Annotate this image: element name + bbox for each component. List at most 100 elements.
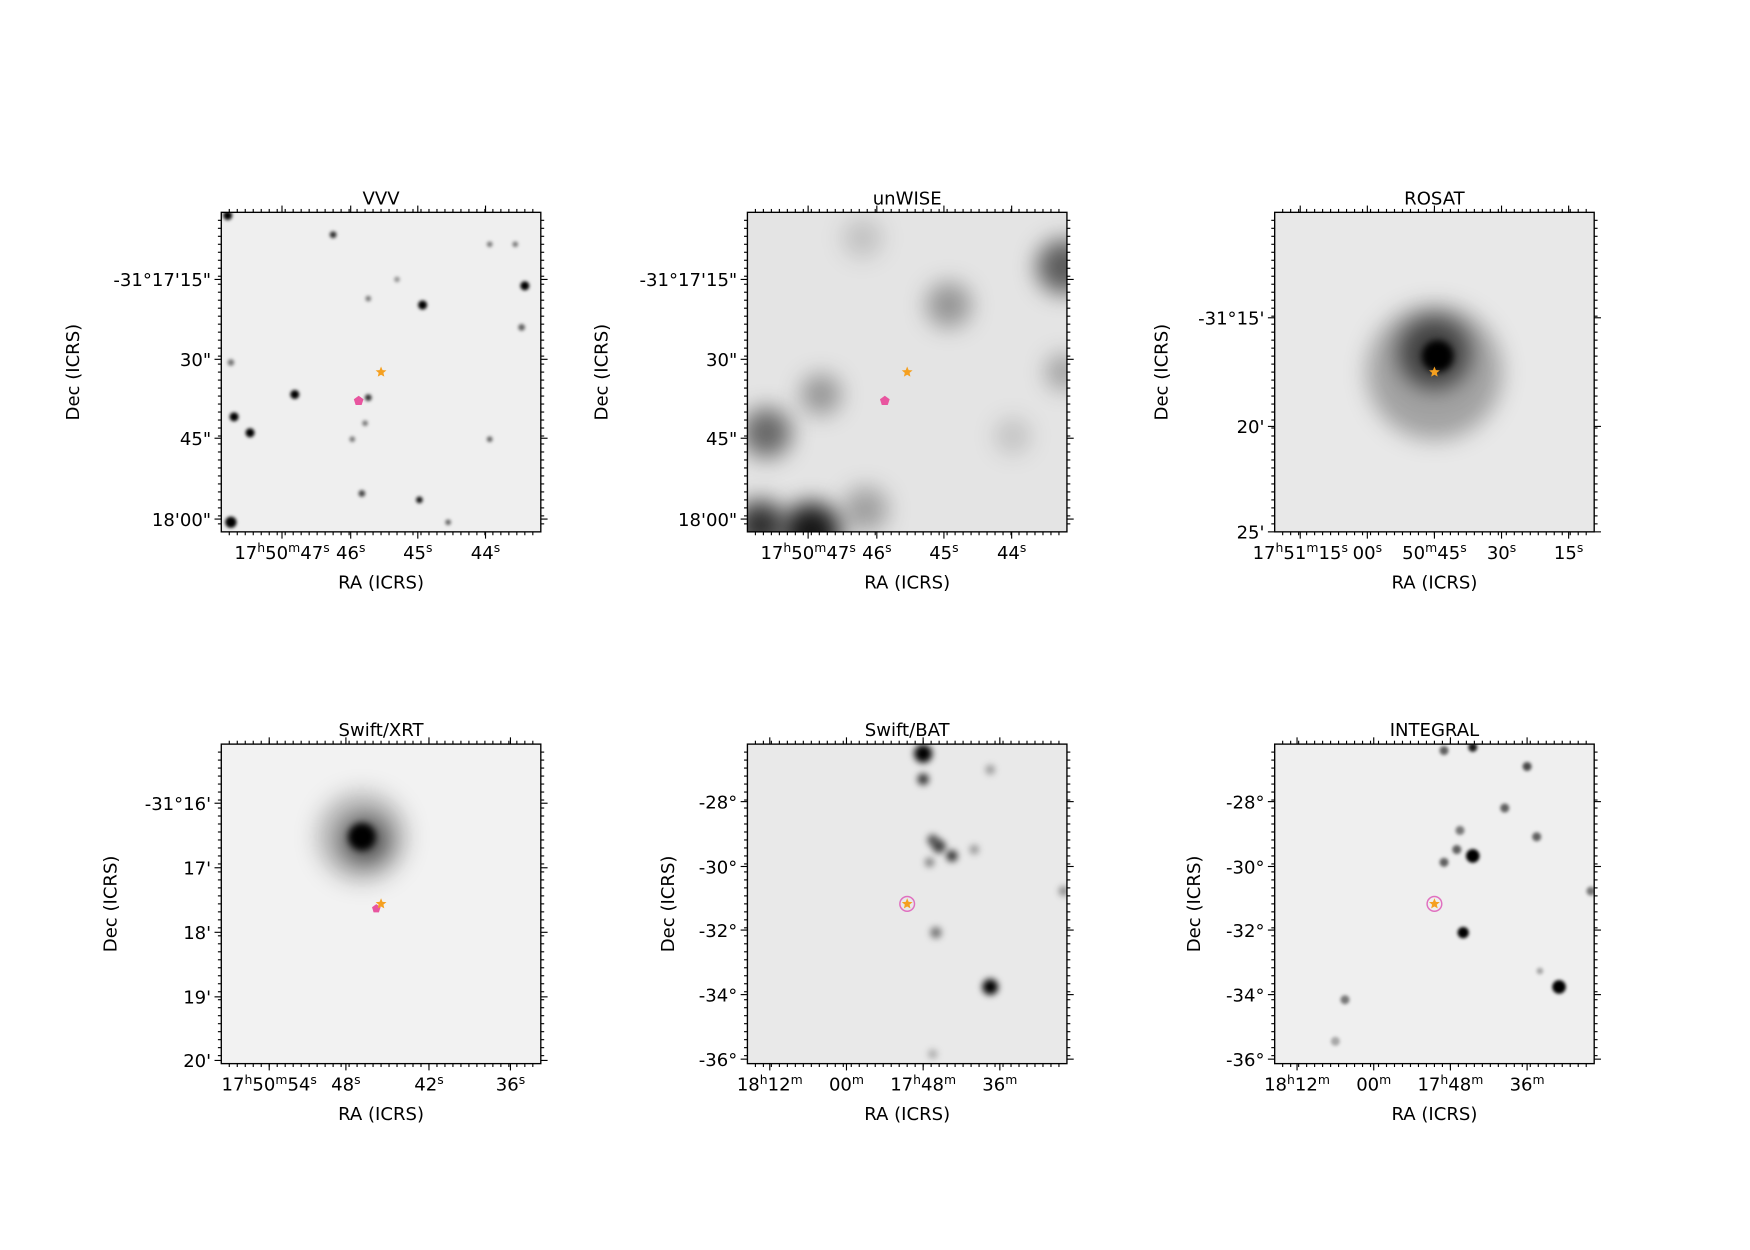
source-blob: [223, 212, 233, 221]
x-tick-label: 46s: [862, 540, 891, 564]
source-blob: [842, 217, 883, 259]
y-tick-label: 45": [706, 429, 737, 450]
x-tick-label: 44s: [471, 540, 500, 564]
x-tick-label: 18h12m: [1264, 1072, 1330, 1096]
y-tick-label: -30°: [1226, 857, 1265, 878]
source-blob: [365, 295, 372, 302]
orange-star: [375, 366, 387, 377]
y-tick-label: 25': [1237, 523, 1265, 544]
source-blob: [358, 490, 366, 497]
source-blob: [512, 241, 519, 248]
x-tick-label: 48s: [331, 1072, 360, 1096]
y-axis-label: Dec (ICRS): [1184, 856, 1205, 953]
orange-star: [901, 366, 913, 377]
y-axis-label: Dec (ICRS): [1151, 324, 1172, 421]
panel: 17h50m47s 46s 45s 44s -31°17'15" 30" 45" 18'00"…: [591, 188, 1074, 593]
y-tick-label: -32°: [1226, 921, 1265, 942]
x-tick-label: 18h12m: [737, 1072, 803, 1096]
source-blob: [985, 765, 995, 775]
x-tick-label: 00s: [1353, 540, 1382, 564]
panel: 18h12m 00m 17h48m 36m -28° -30° -32° -34° -36° IN…: [1184, 720, 1601, 1125]
x-tick-label: 17h50m54s: [222, 1072, 317, 1096]
source-blob: [781, 502, 841, 532]
source-blob: [926, 282, 972, 328]
source-blob: [229, 412, 239, 422]
x-axis-label: RA (ICRS): [338, 1104, 424, 1125]
source-blob: [1586, 886, 1595, 896]
x-tick-label: 15s: [1554, 540, 1583, 564]
x-tick-label: 17h51m15s: [1253, 540, 1348, 564]
panel-title: Swift/BAT: [865, 720, 951, 741]
source-blob: [1036, 239, 1067, 294]
panel-title: Swift/XRT: [339, 720, 425, 741]
x-tick-label: 42s: [414, 1072, 443, 1096]
source-blob: [969, 845, 979, 855]
y-tick-label: -31°15': [1198, 309, 1264, 330]
y-tick-label: -34°: [699, 985, 737, 1006]
y-tick-label: -34°: [1226, 985, 1265, 1006]
source-blob: [747, 407, 792, 458]
y-tick-label: -31°17'15": [113, 270, 211, 291]
y-tick-label: 20': [183, 1051, 211, 1072]
y-axis-label: Dec (ICRS): [591, 324, 612, 421]
y-axis-label: Dec (ICRS): [63, 324, 84, 421]
image: [914, 744, 1067, 1059]
x-axis-label: RA (ICRS): [1391, 572, 1477, 593]
source-blob: [342, 817, 388, 863]
image: [223, 212, 530, 528]
x-axis-label: RA (ICRS): [864, 1104, 950, 1125]
y-tick-label: -31°17'15": [640, 270, 738, 291]
source-blob: [982, 979, 999, 995]
panel-title: ROSAT: [1404, 188, 1465, 209]
source-blob: [520, 281, 530, 291]
orange-star: [1429, 366, 1440, 377]
y-tick-label: 18'00": [152, 510, 211, 531]
source-blob: [1457, 926, 1469, 939]
y-tick-label: 18'00": [678, 510, 737, 531]
source-blob: [445, 519, 451, 526]
source-blob: [362, 420, 368, 427]
orange-star: [901, 898, 913, 909]
pink-ring: [1426, 895, 1443, 912]
source-blob: [917, 773, 929, 785]
source-blob: [1536, 967, 1544, 975]
panel: 17h50m54s 48s 42s 36s -31°16' 17' 18' 19' 20' Swi…: [100, 720, 548, 1125]
source-blob: [349, 436, 356, 443]
source-blob: [486, 436, 493, 443]
source-blob: [245, 428, 255, 438]
y-axis-label: Dec (ICRS): [100, 856, 121, 953]
y-tick-label: -31°16': [145, 794, 211, 815]
image: [747, 217, 1067, 532]
source-blob: [932, 839, 946, 854]
y-tick-label: -28°: [699, 792, 737, 813]
x-tick-label: 44s: [997, 540, 1026, 564]
panel-title: INTEGRAL: [1390, 720, 1479, 741]
source-blob: [914, 744, 933, 763]
source-blob: [1500, 803, 1510, 813]
source-blob: [925, 857, 935, 867]
source-blob: [843, 486, 889, 532]
x-axis-label: RA (ICRS): [338, 572, 424, 593]
pink-marker: [353, 395, 364, 405]
image: [1330, 744, 1595, 1046]
x-tick-label: 46s: [336, 540, 365, 564]
source-blob: [1466, 849, 1480, 863]
panel: 17h51m15s 00s 50m45s 30s 15s -31°15' 20' 25' ROS…: [1151, 188, 1601, 593]
source-blob: [394, 276, 400, 283]
source-blob: [290, 389, 300, 399]
panel-title: VVV: [363, 188, 401, 209]
y-tick-label: -36°: [1226, 1050, 1265, 1071]
x-tick-label: 17h48m: [1417, 1072, 1483, 1096]
y-tick-label: 18': [183, 923, 211, 944]
source-blob: [329, 231, 337, 239]
x-axis-label: RA (ICRS): [1391, 1104, 1477, 1125]
pink-marker: [879, 395, 890, 405]
source-blob: [930, 926, 942, 939]
source-blob: [1552, 980, 1566, 994]
source-blob: [1468, 744, 1478, 752]
source-blob: [364, 394, 372, 402]
x-tick-label: 00m: [1356, 1072, 1391, 1096]
y-tick-label: 45": [180, 429, 211, 450]
y-tick-label: 30": [706, 350, 737, 371]
source-blob: [1455, 825, 1465, 835]
